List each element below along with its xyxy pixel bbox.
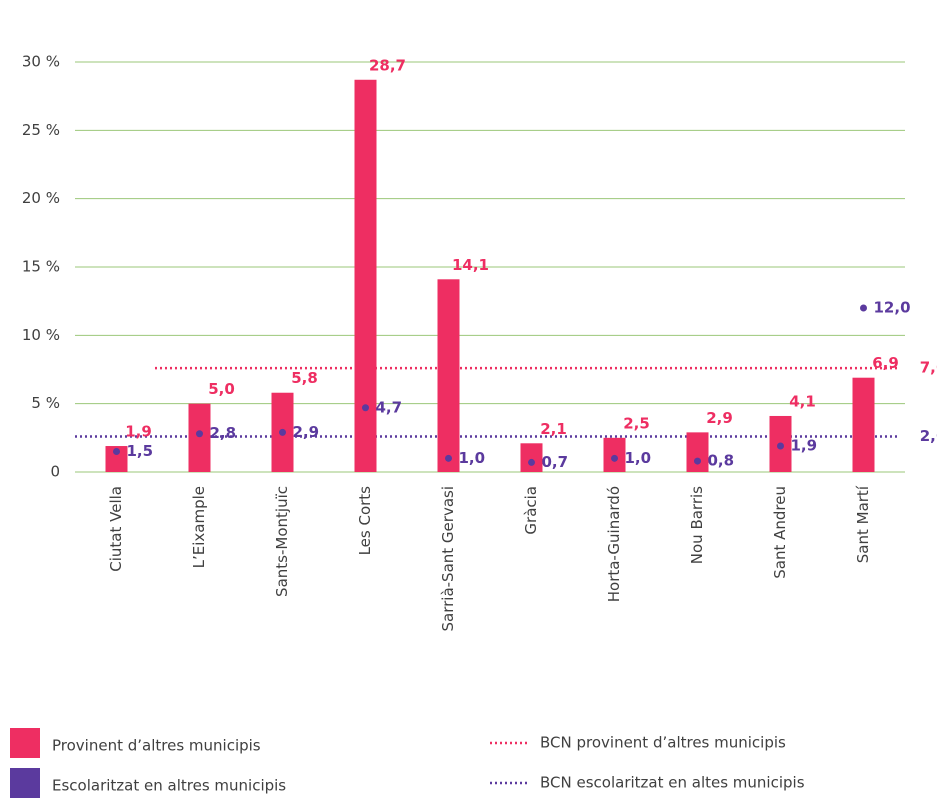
dot-value-label: 1,9 [791, 437, 818, 455]
bar [354, 79, 377, 473]
bar [437, 279, 460, 472]
x-tick-label: Sarrià-Sant Gervasi [439, 486, 457, 632]
bar-value-label: 28,7 [369, 56, 406, 74]
bar [188, 403, 211, 472]
bar [852, 377, 875, 472]
legend-label: BCN escolaritzat en altes municipis [540, 774, 805, 792]
dot [196, 430, 203, 438]
bar [686, 432, 709, 472]
legend-label: Provinent d’altres municipis [52, 737, 261, 755]
x-tick-label: Sant Andreu [771, 486, 789, 579]
dot [611, 454, 618, 462]
legend-swatch [10, 768, 40, 798]
dot [528, 458, 535, 466]
legend-swatch [10, 728, 40, 758]
dot [694, 457, 701, 465]
reference-label: 2,6 [920, 427, 937, 445]
bar-value-label: 4,1 [789, 392, 816, 410]
dot-value-label: 4,7 [376, 398, 403, 416]
x-tick-label: Gràcia [522, 486, 540, 535]
y-tick-label: 5 % [31, 394, 60, 412]
x-tick-label: Ciutat Vella [107, 486, 125, 572]
dot [445, 454, 452, 462]
bar-value-label: 5,0 [208, 380, 235, 398]
x-tick-label: Les Corts [356, 486, 374, 556]
y-tick-label: 20 % [22, 189, 60, 207]
dot-value-label: 1,0 [459, 449, 486, 467]
dot [113, 448, 120, 455]
dot-value-label: 1,5 [127, 442, 154, 460]
dot [362, 404, 369, 412]
y-tick-label: 30 % [22, 53, 60, 71]
bar-value-label: 5,8 [291, 369, 318, 387]
x-tick-label: Horta-Guinardó [605, 486, 623, 602]
bar-value-label: 2,9 [706, 409, 733, 427]
bar-value-label: 1,9 [125, 423, 152, 441]
dot [860, 304, 867, 312]
y-tick-label: 10 % [22, 326, 60, 344]
dot-value-label: 0,7 [542, 453, 569, 471]
dot [279, 428, 286, 436]
legend-label: BCN provinent d’altres municipis [540, 734, 786, 752]
y-tick-label: 15 % [22, 258, 60, 276]
bar-value-label: 6,9 [872, 354, 899, 372]
x-tick-label: Nou Barris [688, 486, 706, 564]
dot-value-label: 1,0 [625, 449, 652, 467]
bar [105, 446, 128, 472]
reference-label: 7,6 [920, 359, 937, 377]
bar-value-label: 14,1 [452, 256, 489, 274]
dot-value-label: 2,8 [210, 424, 237, 442]
dot-value-label: 2,9 [293, 423, 320, 441]
x-tick-label: Sant Martí [854, 485, 872, 563]
y-tick-label: 0 [50, 463, 60, 481]
bar-value-label: 2,5 [623, 414, 650, 432]
legend-label: Escolaritzat en altres municipis [52, 777, 286, 795]
dot-value-label: 12,0 [874, 299, 911, 317]
x-tick-label: L’Eixample [190, 486, 208, 568]
dot-value-label: 0,8 [708, 452, 735, 470]
y-tick-label: 25 % [22, 121, 60, 139]
dot [777, 442, 784, 450]
x-tick-label: Sants-Montjuïc [273, 486, 291, 597]
bar [520, 443, 543, 472]
bar-value-label: 2,1 [540, 420, 567, 438]
